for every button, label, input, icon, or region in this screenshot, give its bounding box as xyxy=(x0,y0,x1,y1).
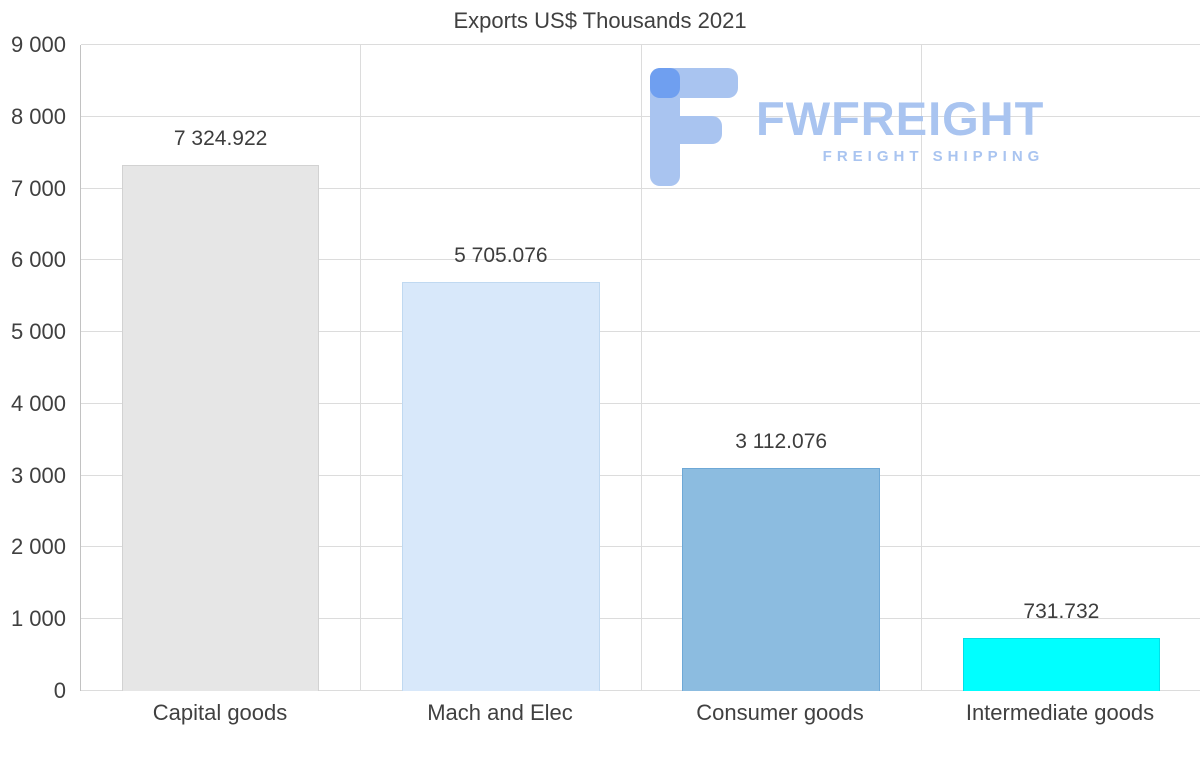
bar-value-label: 731.732 xyxy=(1023,600,1100,624)
y-axis: 0 1 000 2 000 3 000 4 000 5 000 6 000 7 000 8 00… xyxy=(0,32,74,703)
y-tick-label: 7 000 xyxy=(10,175,66,201)
watermark-logo: FWFREIGHT FREIGHT SHIPPING xyxy=(648,66,1044,193)
brand-icon xyxy=(648,66,740,193)
brand-text: FWFREIGHT FREIGHT SHIPPING xyxy=(756,95,1044,165)
x-axis-label: Intermediate goods xyxy=(965,700,1155,725)
bar xyxy=(962,638,1161,691)
bar-value-label: 7 324.922 xyxy=(173,127,268,151)
y-tick-label: 3 000 xyxy=(10,462,66,488)
plot-area: 7 324.922 5 705.076 3 112.076 731.732 xyxy=(80,44,1200,691)
bar-column: 731.732 xyxy=(922,45,1200,691)
y-tick-label: 1 000 xyxy=(10,606,66,632)
y-tick-label: 4 000 xyxy=(10,390,66,416)
bar-column: 7 324.922 xyxy=(81,45,362,691)
horizontal-gridline xyxy=(81,44,1200,45)
y-tick-label: 9 000 xyxy=(10,32,66,57)
x-axis-label: Mach and Elec xyxy=(427,700,573,725)
bar-value-label: 5 705.076 xyxy=(454,243,548,267)
x-axis-label: Capital goods xyxy=(152,700,288,725)
bar-columns: 7 324.922 5 705.076 3 112.076 731.732 xyxy=(81,45,1200,691)
x-axis: Capital goods Mach and Elec Consumer goods… xyxy=(80,700,1200,726)
bar xyxy=(121,165,320,691)
brand-name: FWFREIGHT xyxy=(756,91,1045,145)
brand-tagline: FREIGHT SHIPPING xyxy=(822,147,1045,165)
bar-value-label: 3 112.076 xyxy=(735,429,828,453)
x-axis-label: Consumer goods xyxy=(696,700,864,725)
y-tick-label: 0 xyxy=(53,678,66,703)
bar-column: 3 112.076 xyxy=(642,45,922,691)
chart-title: Exports US$ Thousands 2021 xyxy=(453,8,747,33)
y-tick-label: 2 000 xyxy=(10,534,66,560)
y-tick-label: 8 000 xyxy=(10,103,66,129)
y-tick-label: 6 000 xyxy=(10,247,66,273)
y-tick-label: 5 000 xyxy=(10,319,66,345)
bar-column: 5 705.076 xyxy=(361,45,642,691)
bar xyxy=(402,281,600,691)
bar xyxy=(682,467,880,691)
